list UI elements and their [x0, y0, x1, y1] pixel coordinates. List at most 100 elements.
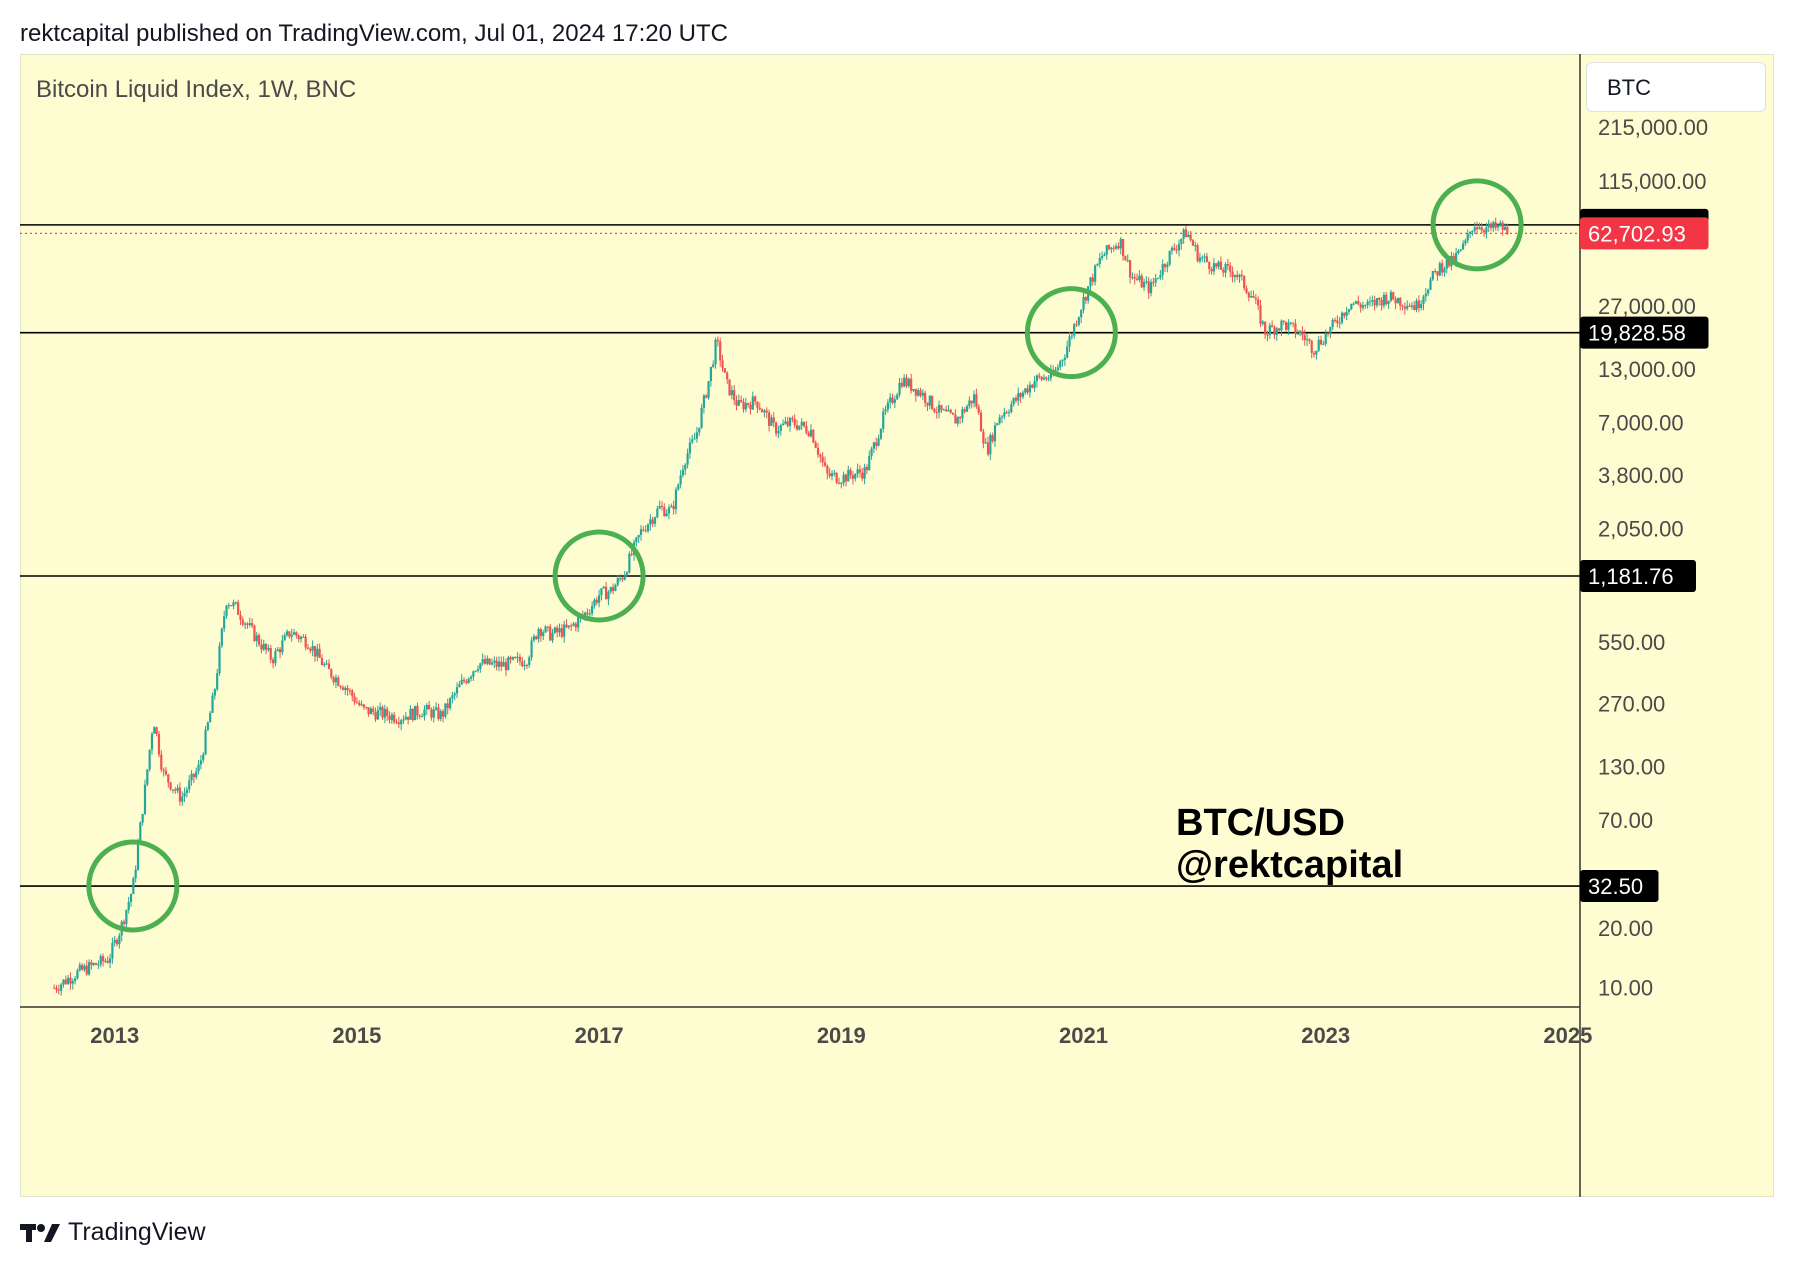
candle-body — [365, 707, 368, 709]
candle-body — [944, 409, 948, 412]
candle-body — [709, 366, 712, 382]
candle-body — [623, 574, 626, 580]
candle-body — [1329, 327, 1332, 335]
candle-body — [1354, 301, 1358, 304]
candle-body — [786, 421, 789, 426]
candle-body — [774, 422, 778, 434]
candle-body — [528, 657, 531, 666]
candle-body — [723, 368, 726, 373]
candle-body — [132, 878, 135, 895]
candle-body — [467, 678, 470, 683]
candle-body — [602, 586, 605, 589]
candle-body — [129, 894, 133, 903]
candle-body — [877, 438, 880, 446]
y-tick-label: 7,000.00 — [1598, 411, 1684, 436]
candle-body — [514, 657, 517, 659]
candle-body — [1161, 264, 1164, 276]
candle-body — [78, 964, 81, 971]
candle-body — [1347, 309, 1351, 312]
candle-body — [835, 472, 838, 483]
candle-body — [1115, 246, 1118, 249]
candle-body — [651, 519, 654, 524]
candle-body — [1196, 245, 1199, 262]
candle-body — [758, 407, 761, 410]
candle-body — [381, 707, 384, 718]
candle-body — [502, 662, 505, 667]
x-tick-label: 2023 — [1301, 1023, 1350, 1048]
candle-body — [772, 417, 775, 423]
candle-body — [863, 467, 866, 479]
candle-body — [1285, 321, 1288, 330]
candle-body — [1485, 227, 1488, 233]
candle-body — [74, 978, 77, 982]
candle-body — [1298, 331, 1302, 334]
candle-body — [94, 963, 98, 965]
candle-body — [232, 602, 235, 607]
candle-body — [763, 410, 766, 413]
candle-body — [1441, 263, 1444, 273]
candle-body — [688, 442, 692, 454]
candle-body — [104, 960, 107, 962]
candle-body — [383, 708, 386, 718]
candle-body — [938, 404, 941, 413]
level-price-label: 1,181.76 — [1588, 564, 1674, 589]
candle-body — [1105, 245, 1108, 255]
candle-body — [761, 409, 764, 413]
candle-body — [246, 623, 249, 625]
candle-body — [565, 624, 568, 628]
candle-body — [400, 720, 403, 725]
candle-body — [1059, 361, 1062, 368]
candle-body — [97, 964, 100, 966]
watermark-line1: BTC/USD — [1176, 802, 1345, 844]
tradingview-logo-icon — [20, 1223, 60, 1242]
candle-body — [1410, 305, 1413, 307]
candle-body — [733, 390, 736, 401]
candle-body — [369, 708, 372, 715]
candle-body — [889, 397, 892, 403]
candle-body — [856, 469, 859, 474]
candle-body — [700, 408, 703, 428]
candle-body — [549, 626, 552, 641]
candle-body — [1166, 264, 1169, 268]
candle-body — [609, 587, 612, 592]
candle-body — [213, 689, 216, 696]
candle-body — [62, 979, 65, 985]
tradingview-logo[interactable]: TradingView — [20, 1218, 206, 1247]
candle-body — [646, 524, 650, 532]
candle-body — [1257, 299, 1260, 306]
candle-body — [202, 754, 205, 761]
candle-body — [386, 708, 389, 716]
candle-body — [1021, 392, 1025, 397]
candle-body — [1098, 257, 1101, 264]
candle-body — [1159, 275, 1162, 278]
candle-body — [1042, 377, 1046, 380]
candle-body — [1063, 357, 1066, 360]
candle-body — [1496, 225, 1500, 228]
ticker-box[interactable]: BTC — [1586, 62, 1766, 112]
candle-body — [474, 670, 477, 672]
candle-body — [216, 673, 219, 690]
price-chart[interactable]: 215,000.00 115,000.00 27,000.00 13,000.00 7,… — [20, 54, 1774, 1197]
candle-body — [209, 712, 212, 723]
candle-body — [1452, 255, 1455, 263]
candle-body — [1126, 260, 1129, 262]
level-price-label: 19,828.58 — [1588, 321, 1686, 346]
candle-body — [283, 635, 286, 641]
candle-body — [234, 602, 237, 604]
candle-body — [1368, 301, 1372, 303]
candle-body — [1312, 352, 1316, 355]
candle-body — [448, 698, 452, 709]
candle-body — [1084, 297, 1087, 301]
candle-body — [181, 796, 184, 802]
candle-body — [1468, 231, 1472, 234]
candle-body — [1345, 311, 1348, 316]
candle-body — [358, 702, 361, 706]
candle-body — [101, 956, 105, 962]
candle-body — [1056, 367, 1059, 370]
candle-body — [1201, 257, 1204, 259]
candle-body — [826, 465, 829, 474]
candle-body — [146, 769, 149, 785]
candle-body — [241, 619, 244, 625]
publisher-line: rektcapital published on TradingView.com… — [20, 20, 728, 47]
candle-body — [1128, 260, 1132, 278]
